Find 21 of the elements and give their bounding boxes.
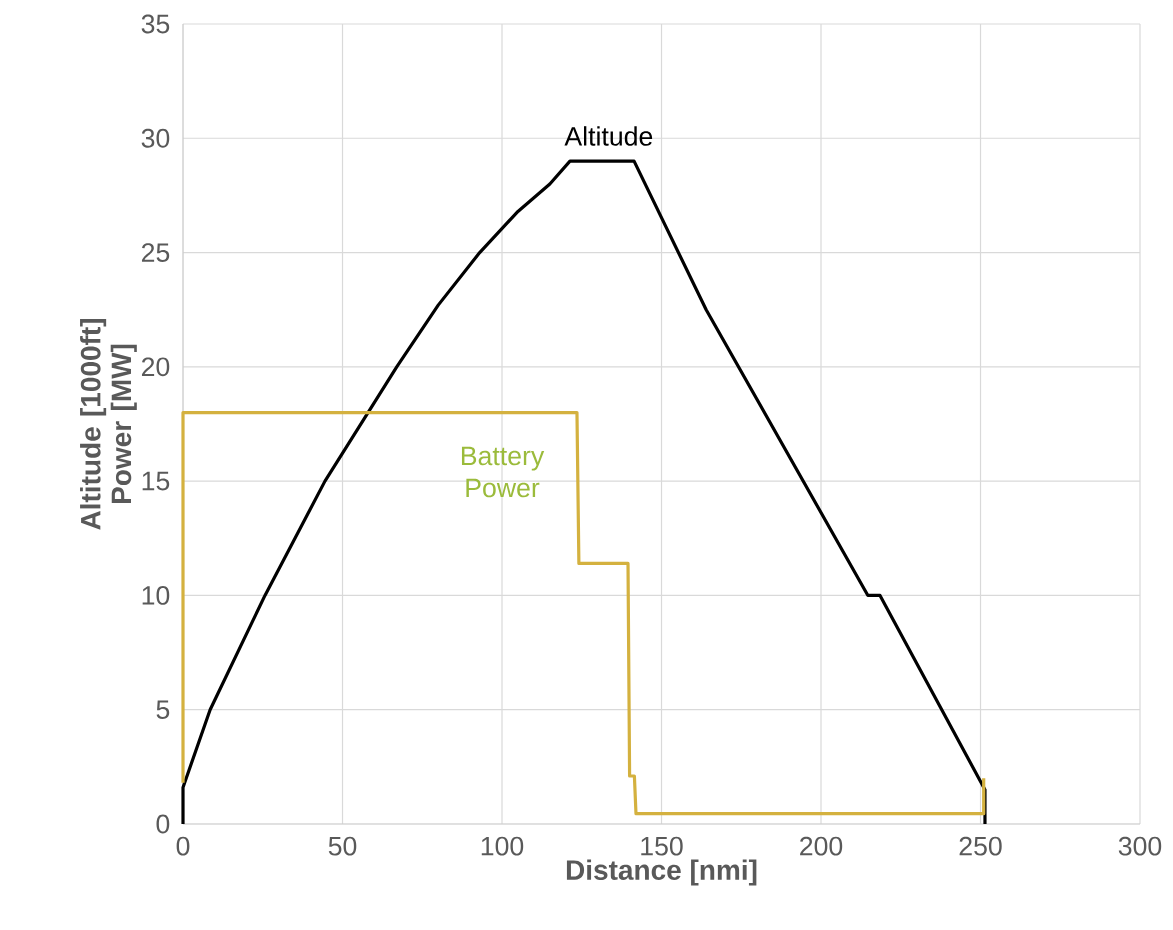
x-tick-label: 300 — [1118, 836, 1162, 856]
x-tick-label: 100 — [481, 836, 524, 856]
y-tick-label: 10 — [142, 585, 170, 605]
y-tick-label: 5 — [156, 700, 170, 719]
x-tick-label: 150 — [641, 836, 683, 856]
x-tick-label: 50 — [328, 836, 357, 856]
x-tick-label: 0 — [176, 836, 190, 856]
y-axis-title: Altitude [1000ft] Power [MW] — [80, 319, 137, 530]
y-tick-label: 20 — [141, 357, 170, 377]
line-series — [181, 159, 987, 826]
x-axis-title: Distance [nmi] — [566, 859, 757, 886]
x-tick-label: 250 — [959, 836, 1002, 856]
series-label: Altitude — [564, 126, 653, 146]
series-label: Battery Power — [461, 446, 545, 498]
y-tick-label: 0 — [156, 814, 170, 834]
y-tick-label: 25 — [141, 243, 170, 262]
y-tick-label: 35 — [141, 14, 170, 34]
y-tick-label: 30 — [141, 128, 170, 148]
y-tick-label: 15 — [142, 471, 170, 491]
x-tick-label: 200 — [800, 836, 843, 856]
line-series — [181, 410, 986, 816]
